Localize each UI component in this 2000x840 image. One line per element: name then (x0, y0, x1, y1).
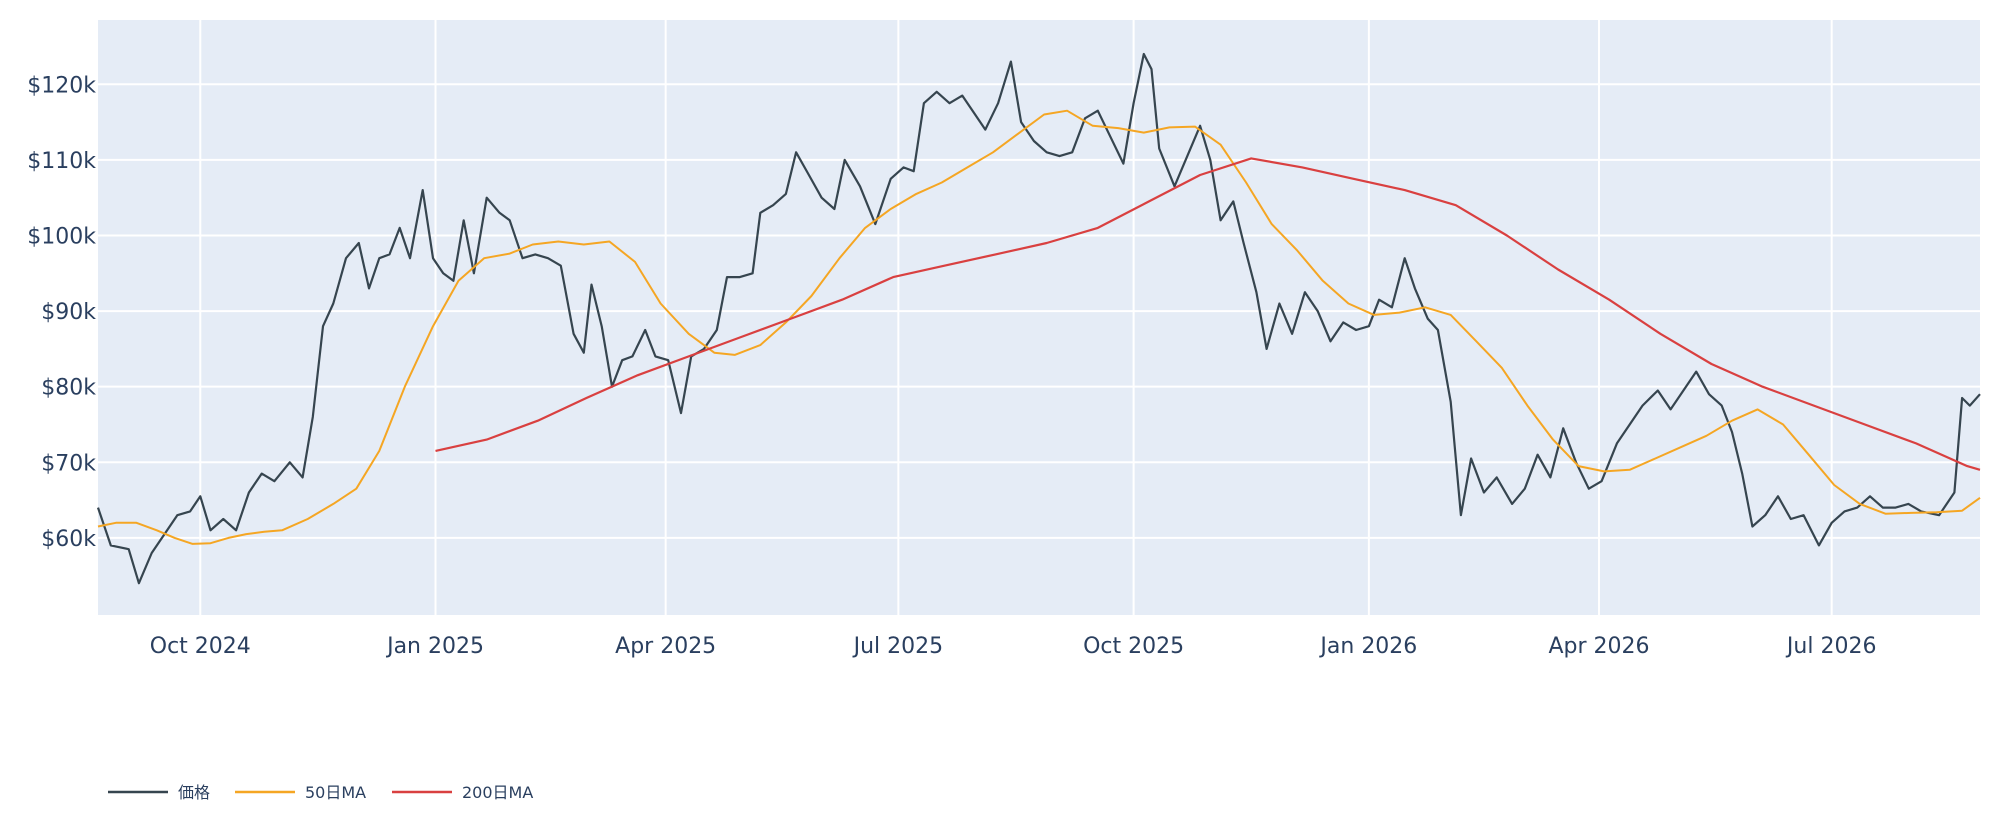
x-tick-label: Jul 2025 (852, 634, 944, 659)
x-tick-label: Apr 2026 (1548, 634, 1649, 659)
x-tick-label: Apr 2025 (615, 634, 716, 659)
y-tick-label: $60k (41, 527, 96, 552)
y-tick-labels: $60k $70k $80k $90k $100k $110k $120k (27, 73, 96, 552)
x-tick-label: Oct 2024 (150, 634, 251, 659)
y-tick-label: $120k (27, 73, 96, 98)
x-tick-labels: Oct 2024 Jan 2025 Apr 2025 Jul 2025 Oct 2025… (150, 634, 1877, 659)
y-tick-label: $80k (41, 376, 96, 401)
legend: 価格 50日MA 200日MA (108, 783, 533, 802)
x-gridlines (199, 20, 1833, 615)
plot-background (98, 20, 1980, 615)
legend-label: 200日MA (462, 783, 533, 802)
legend-label: 50日MA (305, 783, 366, 802)
y-gridlines (98, 83, 1980, 539)
y-tick-label: $90k (41, 300, 96, 325)
series-layer (96, 52, 1981, 585)
series-line-1 (97, 109, 1981, 545)
x-tick-label: Jul 2026 (1785, 634, 1877, 659)
series-line-0 (96, 52, 1981, 585)
y-tick-label: $100k (27, 224, 96, 249)
y-tick-label: $70k (41, 451, 96, 476)
x-tick-label: Oct 2025 (1083, 634, 1184, 659)
y-tick-label: $110k (27, 149, 96, 174)
series-line-2 (435, 157, 1981, 471)
x-tick-label: Jan 2026 (1318, 634, 1417, 659)
legend-label: 価格 (178, 783, 210, 802)
x-tick-label: Jan 2025 (385, 634, 484, 659)
